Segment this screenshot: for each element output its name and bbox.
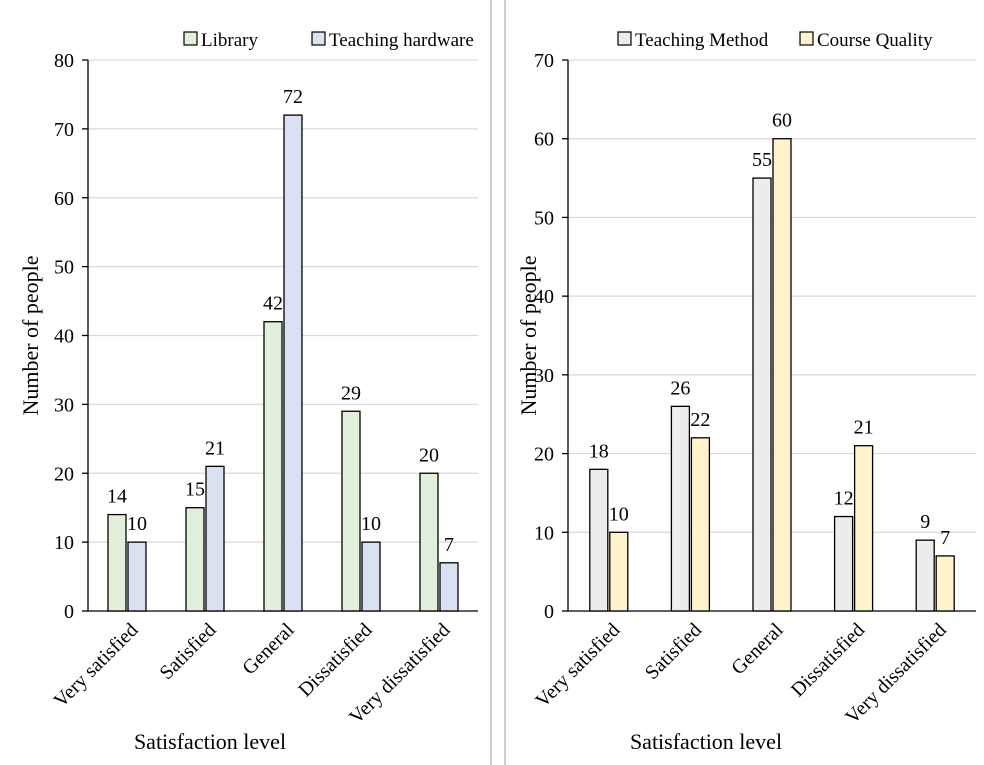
bar-0 [107,513,127,612]
x-axis-title: Satisfaction level [134,729,286,754]
data-label: 12 [834,488,854,510]
data-label: 29 [341,382,361,404]
x-tick-label: Dissatisfied [294,619,376,701]
data-label: 10 [361,513,381,535]
y-tick-label: 80 [54,50,74,72]
legend-swatch-0 [183,31,198,46]
legend-label-0: Library [201,30,258,51]
bar-0 [341,410,361,612]
bar-1 [935,555,955,612]
data-label: 21 [854,417,874,439]
x-tick-label: Dissatisfied [787,619,869,701]
data-label: 55 [752,149,772,171]
data-label: 26 [670,377,690,399]
y-tick-label: 0 [64,601,74,623]
bar-1 [361,541,381,612]
bar-1 [205,465,225,612]
bar-1 [439,562,459,612]
left-chart-panel: 0 10 20 30 40 50 60 70 80 14 10 Very satisfied 15 21 S… [18,0,492,765]
y-tick-label: 30 [54,394,74,416]
bar-0 [833,515,854,612]
bar-0 [752,177,772,612]
x-tick-label: General [238,619,299,680]
right-chart-panel: 0 10 20 30 40 50 60 70 18 10 Very satisfied 26 22 Sat… [504,0,984,765]
y-tick-label: 20 [534,444,554,466]
y-tick-label: 50 [54,257,74,279]
bar-0 [670,405,691,612]
legend-swatch-1 [311,31,326,46]
y-tick-label: 10 [54,532,74,554]
bar-1 [127,541,147,612]
data-label: 18 [589,440,609,462]
data-label: 14 [107,486,127,508]
y-tick-label: 20 [54,463,74,485]
y-tick-label: 70 [534,50,554,72]
x-axis-title: Satisfaction level [630,729,782,754]
bar-0 [185,507,205,612]
data-label: 10 [609,503,629,525]
y-axis-title: Number of people [18,255,43,415]
bar-0 [915,539,935,612]
legend-label-1: Teaching hardware [329,30,474,51]
x-tick-label: Very satisfied [531,619,624,712]
legend-swatch-1 [799,31,814,46]
y-tick-label: 60 [54,188,74,210]
y-tick-label: 50 [534,207,554,229]
y-tick-label: 40 [54,326,74,348]
legend-swatch-0 [617,31,632,46]
y-tick-label: 30 [534,365,554,387]
y-tick-label: 60 [534,129,554,151]
data-label: 7 [940,527,950,549]
bar-0 [263,321,283,612]
data-label: 7 [444,534,454,556]
y-tick-label: 70 [54,119,74,141]
x-tick-label: Satisfied [155,619,220,684]
data-label: 22 [690,409,710,431]
y-tick-label: 10 [534,522,554,544]
y-tick-label: 0 [544,601,554,623]
data-label: 60 [772,110,792,132]
data-label: 42 [263,293,283,315]
bar-1 [853,445,874,612]
bar-1 [609,531,629,612]
data-label: 9 [920,511,930,533]
data-label: 21 [205,437,225,459]
x-tick-label: General [727,619,788,680]
data-label: 20 [419,444,439,466]
bar-1 [283,114,303,612]
y-tick-label: 40 [534,286,554,308]
legend-label-1: Course Quality [817,30,933,51]
bar-1 [690,437,711,612]
bar-0 [589,468,609,612]
y-axis-title: Number of people [516,255,541,415]
x-tick-label: Satisfied [641,619,706,684]
data-label: 15 [185,479,205,501]
data-label: 72 [283,86,303,108]
data-label: 10 [127,513,147,535]
bar-1 [772,138,792,612]
bar-0 [419,472,439,612]
x-tick-label: Very satisfied [50,619,143,712]
legend-label-0: Teaching Method [635,30,769,51]
